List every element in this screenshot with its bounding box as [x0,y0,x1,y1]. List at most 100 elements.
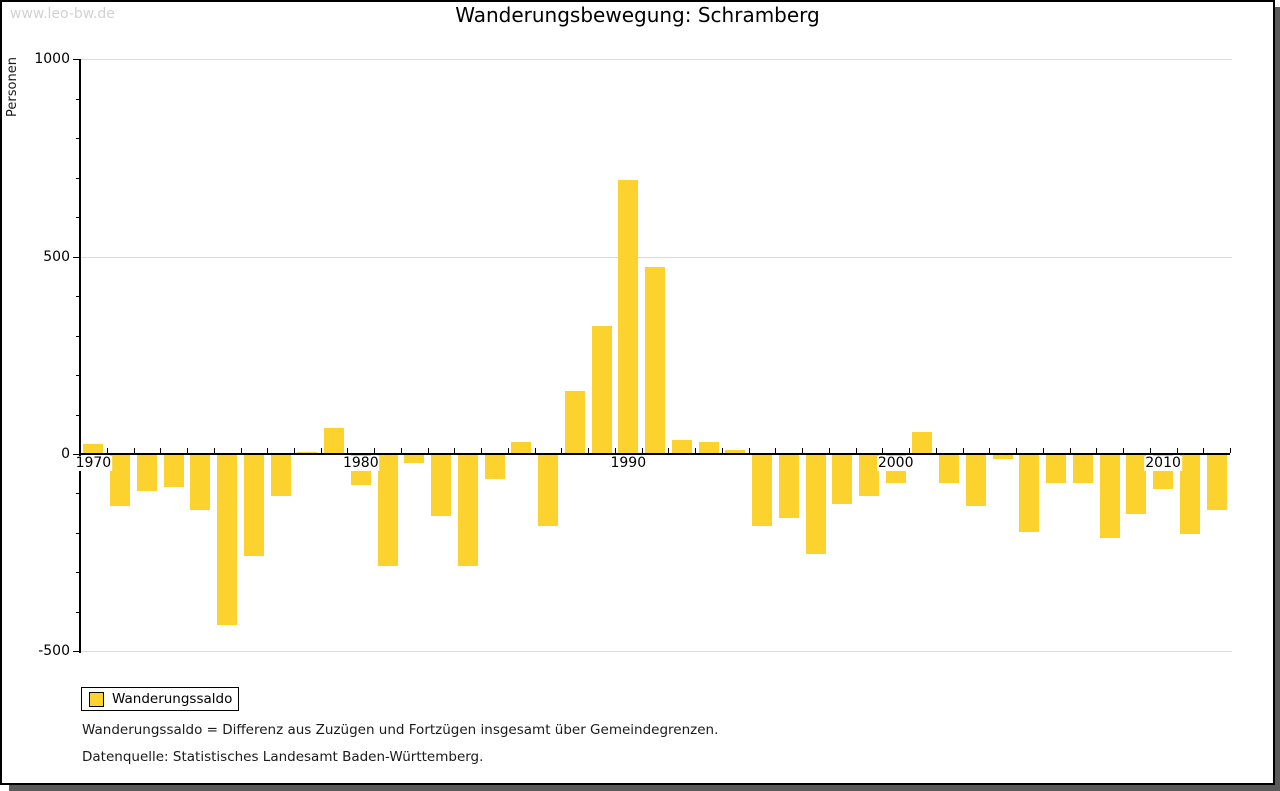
bar-2005 [1019,455,1040,532]
x-axis-tick [267,448,269,453]
x-axis-tick [320,448,322,453]
bar-2002 [939,455,960,483]
x-axis-tick [427,448,429,453]
bar-1971 [110,455,131,507]
x-axis-tick [721,448,723,453]
page-title: Wanderungsbewegung: Schramberg [455,3,820,27]
y-axis-line [79,59,81,653]
y-axis-minor-tick [76,415,80,416]
x-axis-tick [935,448,937,453]
x-axis-tick [374,448,376,453]
x-axis-tick [507,448,509,453]
x-axis-tick [1176,448,1178,453]
footnote-definition: Wanderungssaldo = Differenz aus Zuzügen … [82,722,719,738]
x-tick-label-2010: 2010 [1144,455,1182,471]
bar-2003 [965,455,986,507]
x-tick-label-1980: 1980 [341,455,380,471]
x-axis-tick [588,448,590,453]
bar-1977 [270,455,291,497]
x-axis-tick [1042,448,1044,453]
y-axis-minor-tick [76,612,80,613]
y-axis-minor-tick [76,296,80,297]
bar-1976 [243,455,264,556]
bar-1991 [645,266,665,454]
window-shadow-bottom [9,785,1280,791]
x-axis-tick [213,448,215,453]
y-axis-major-tick [73,651,80,652]
bar-1972 [136,455,157,491]
x-axis-tick [855,448,857,453]
gridline-1000 [80,59,1232,60]
bar-1985 [484,455,505,479]
y-tick-label-500: 500 [43,248,70,265]
bar-2004 [992,455,1013,459]
bar-1973 [163,455,184,487]
x-axis-tick [1203,448,1205,453]
y-axis-minor-tick [76,178,80,179]
y-tick-label-1000: 1000 [34,51,70,68]
legend-box: Wanderungssaldo [81,687,239,711]
y-tick-label--500: -500 [38,643,70,660]
x-axis-tick [160,448,162,453]
bar-1998 [832,455,853,505]
x-axis-tick [1069,448,1071,453]
bar-1986 [511,442,532,454]
window-shadow-right [1275,7,1280,791]
bar-1999 [859,455,879,497]
y-axis-major-tick [73,257,80,258]
x-axis-tick [454,448,456,453]
x-axis-tick [882,448,884,453]
x-axis-tick [828,448,830,453]
x-axis-tick [962,448,964,453]
bar-1989 [591,325,612,454]
x-axis-tick [481,448,483,453]
bar-1997 [805,455,826,554]
bar-2008 [1099,455,1120,538]
gridline--500 [80,651,1232,652]
y-axis-major-tick [73,454,80,455]
bar-1975 [217,455,238,625]
bar-2006 [1046,455,1067,483]
x-tick-label-1970: 1970 [74,455,113,471]
x-tick-label-2000: 2000 [876,455,915,471]
x-axis-tick [400,448,402,453]
y-axis-minor-tick [76,336,80,337]
bar-2009 [1126,455,1147,515]
y-tick-label-0: 0 [61,446,70,462]
x-axis-tick [775,448,777,453]
bar-2012 [1206,455,1227,511]
x-axis-tick [561,448,563,453]
bar-1990 [618,179,639,454]
bar-1987 [538,455,558,526]
x-axis-tick [187,448,188,453]
bar-1979 [324,428,345,454]
y-axis-minor-tick [76,533,80,534]
x-axis-tick [1123,448,1124,453]
bar-1994 [725,450,746,454]
bar-1995 [752,455,772,526]
x-axis-tick [1230,448,1231,453]
x-axis-tick [695,448,697,453]
x-axis-tick [909,448,911,453]
y-axis-minor-tick [76,217,80,218]
y-axis-minor-tick [76,375,80,376]
x-axis-tick [106,448,108,453]
y-axis-minor-tick [76,138,80,139]
legend-label: Wanderungssaldo [112,691,233,707]
legend-color-swatch [89,692,104,707]
x-axis-tick [1016,448,1017,453]
bar-2011 [1179,455,1200,534]
x-axis-tick [641,448,643,453]
bar-2007 [1072,455,1093,483]
x-axis-zero-line [80,453,1230,455]
x-axis-tick [614,448,616,453]
bar-1993 [698,442,719,454]
x-axis-tick [748,448,750,453]
x-axis-tick [989,448,991,453]
x-tick-label-1990: 1990 [609,455,648,471]
x-axis-tick [133,448,135,453]
bar-1974 [190,455,211,511]
x-axis-tick [1149,448,1151,453]
bar-1996 [778,455,799,519]
